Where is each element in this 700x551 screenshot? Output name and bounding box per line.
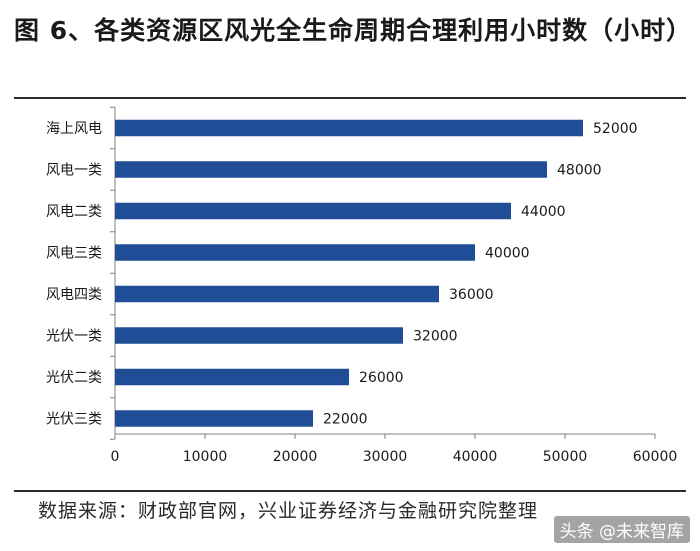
data-label: 36000 [449, 287, 494, 303]
x-tick-label: 60000 [633, 449, 678, 465]
x-tick-label: 10000 [183, 449, 228, 465]
bar [115, 285, 439, 303]
x-tick-label: 30000 [363, 449, 408, 465]
category-label: 海上风电 [46, 121, 102, 137]
x-tick-label: 20000 [273, 449, 318, 465]
bar-chart: 0 10000 20000 30000 40000 50000 60000 海上风电 52000… [46, 106, 678, 465]
x-tick-label: 50000 [543, 449, 588, 465]
source-note: 数据来源：财政部官网，兴业证券经济与金融研究院整理 [38, 500, 539, 522]
category-label: 风电一类 [46, 163, 102, 179]
source-divider [14, 490, 686, 492]
data-label: 40000 [485, 246, 530, 262]
category-label: 光伏一类 [46, 329, 102, 345]
x-tick-label: 40000 [453, 449, 498, 465]
chart-title: 图 6、各类资源区风光全生命周期合理利用小时数（小时） [14, 16, 693, 45]
category-label: 风电三类 [46, 246, 102, 262]
bar [115, 202, 511, 220]
watermark: 头条 @未来智库 [553, 516, 690, 543]
data-label: 52000 [593, 121, 638, 137]
bar [115, 410, 313, 427]
bar [115, 244, 475, 261]
x-tick-label: 0 [111, 449, 120, 465]
category-label: 光伏二类 [46, 370, 102, 386]
bar [115, 119, 583, 137]
bar [115, 327, 403, 344]
category-label: 风电二类 [46, 204, 102, 220]
data-label: 32000 [413, 329, 458, 345]
bar [115, 368, 349, 386]
title-divider [14, 97, 686, 99]
bar [115, 161, 547, 178]
category-label: 光伏三类 [46, 412, 102, 428]
data-label: 48000 [557, 163, 602, 179]
data-label: 22000 [323, 412, 368, 428]
data-label: 26000 [359, 370, 404, 386]
data-label: 44000 [521, 204, 566, 220]
category-label: 风电四类 [46, 287, 102, 303]
